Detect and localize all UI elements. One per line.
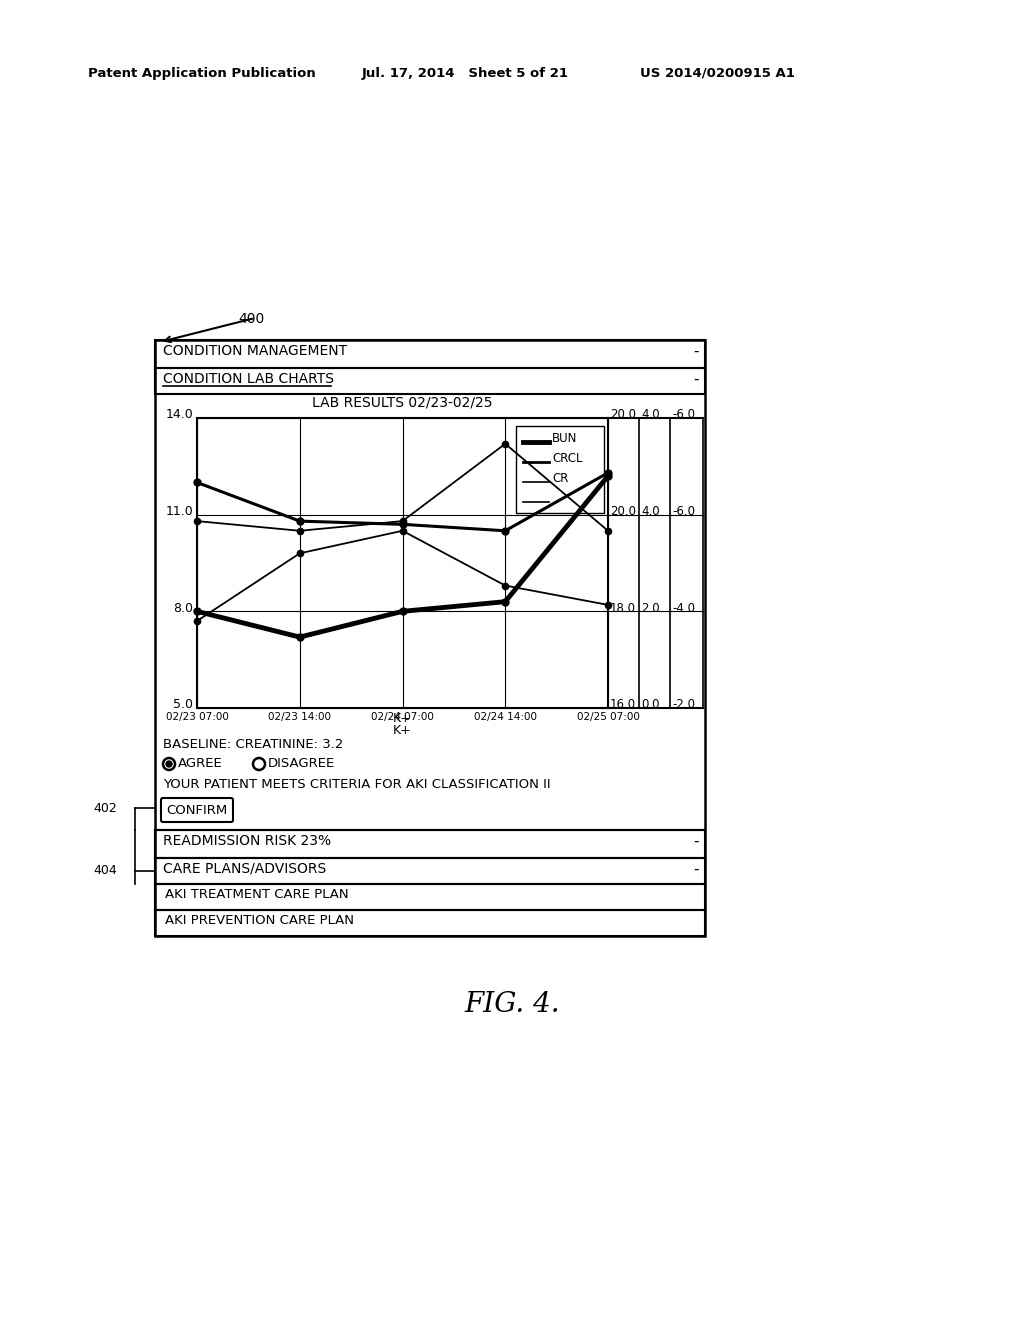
Text: -6.0: -6.0	[672, 408, 695, 421]
Text: -: -	[693, 862, 699, 876]
Text: 02/23 07:00: 02/23 07:00	[166, 711, 228, 722]
Text: -: -	[693, 834, 699, 849]
Text: DISAGREE: DISAGREE	[268, 756, 335, 770]
Text: AKI PREVENTION CARE PLAN: AKI PREVENTION CARE PLAN	[165, 913, 354, 927]
Bar	[155, 884, 705, 909]
Text: 402: 402	[93, 801, 117, 814]
Text: CONFIRM: CONFIRM	[166, 804, 227, 817]
Text: -4.0: -4.0	[672, 602, 695, 615]
Text: Jul. 17, 2014   Sheet 5 of 21: Jul. 17, 2014 Sheet 5 of 21	[362, 67, 569, 81]
Text: 2.0: 2.0	[641, 602, 659, 615]
Circle shape	[166, 762, 172, 767]
Text: 02/23 14:00: 02/23 14:00	[268, 711, 331, 722]
Text: US 2014/0200915 A1: US 2014/0200915 A1	[640, 67, 795, 81]
Text: FIG. 4.: FIG. 4.	[464, 991, 560, 1018]
Text: YOUR PATIENT MEETS CRITERIA FOR AKI CLASSIFICATION II: YOUR PATIENT MEETS CRITERIA FOR AKI CLAS…	[163, 777, 551, 791]
Bar	[155, 341, 705, 936]
Text: AKI TREATMENT CARE PLAN: AKI TREATMENT CARE PLAN	[165, 888, 348, 902]
Text: -2.0: -2.0	[672, 698, 695, 711]
Text: CONDITION LAB CHARTS: CONDITION LAB CHARTS	[163, 372, 334, 385]
Bar	[155, 858, 705, 884]
Text: CR: CR	[552, 473, 568, 486]
Text: K+: K+	[393, 711, 412, 725]
Text: Patent Application Publication: Patent Application Publication	[88, 67, 315, 81]
Text: 02/24 07:00: 02/24 07:00	[371, 711, 434, 722]
Text: 4.0: 4.0	[641, 408, 659, 421]
Text: 400: 400	[238, 312, 264, 326]
Bar	[155, 341, 705, 368]
Text: 8.0: 8.0	[173, 602, 193, 615]
Text: 02/24 14:00: 02/24 14:00	[474, 711, 537, 722]
Text: BASELINE: CREATININE: 3.2: BASELINE: CREATININE: 3.2	[163, 738, 343, 751]
Bar	[155, 909, 705, 936]
Text: AGREE: AGREE	[178, 756, 223, 770]
Text: -6.0: -6.0	[672, 506, 695, 519]
Text: -: -	[693, 372, 699, 387]
Text: 02/25 07:00: 02/25 07:00	[577, 711, 639, 722]
Text: 18.0: 18.0	[610, 602, 636, 615]
Text: 0.0: 0.0	[641, 698, 659, 711]
Text: 20.0: 20.0	[610, 506, 636, 519]
Text: 14.0: 14.0	[165, 408, 193, 421]
Text: CARE PLANS/ADVISORS: CARE PLANS/ADVISORS	[163, 862, 327, 876]
Text: K+: K+	[393, 723, 412, 737]
Text: BUN: BUN	[552, 433, 578, 446]
Text: CRCL: CRCL	[552, 453, 583, 466]
Text: 404: 404	[93, 865, 117, 878]
Text: -: -	[693, 345, 699, 359]
Text: 5.0: 5.0	[173, 698, 193, 711]
Text: 4.0: 4.0	[641, 506, 659, 519]
Text: LAB RESULTS 02/23-02/25: LAB RESULTS 02/23-02/25	[312, 396, 493, 411]
Bar	[197, 418, 608, 708]
Bar	[155, 830, 705, 858]
Text: CONDITION MANAGEMENT: CONDITION MANAGEMENT	[163, 345, 347, 358]
Text: 20.0: 20.0	[610, 408, 636, 421]
Text: 16.0: 16.0	[610, 698, 636, 711]
Bar	[155, 368, 705, 393]
Text: 11.0: 11.0	[165, 506, 193, 519]
Text: READMISSION RISK 23%: READMISSION RISK 23%	[163, 834, 331, 847]
Bar	[516, 426, 604, 513]
